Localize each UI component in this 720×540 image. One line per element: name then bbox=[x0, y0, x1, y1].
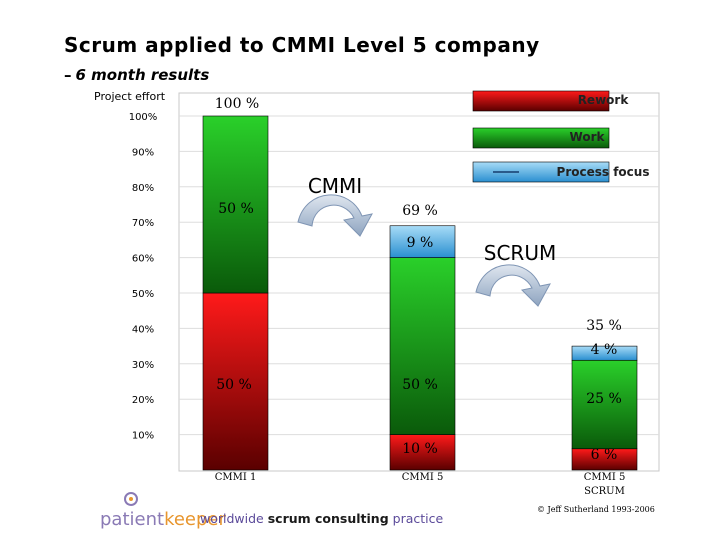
legend-rework-label: Rework bbox=[578, 93, 630, 107]
curved-arrow-icon bbox=[475, 264, 551, 307]
annotation-scrum: SCRUM bbox=[484, 241, 556, 265]
footer-text: worldwide scrum consulting practice bbox=[200, 511, 443, 526]
rework-label: 6 % bbox=[591, 447, 618, 463]
logo-part2: keeper bbox=[164, 509, 226, 530]
bar-segment-work bbox=[202, 115, 269, 294]
bar-segment-process-focus bbox=[571, 345, 638, 361]
work-label: 25 % bbox=[586, 391, 622, 407]
subtitle-text: 6 month results bbox=[75, 66, 210, 84]
y-tick-label: 50% bbox=[132, 289, 154, 300]
subtitle-dash: – bbox=[64, 66, 72, 84]
logo-part1: patient bbox=[100, 509, 165, 530]
y-tick-label: 60% bbox=[132, 254, 154, 265]
work-label: 50 % bbox=[218, 201, 254, 217]
y-tick-label: 40% bbox=[132, 324, 154, 335]
legend-process-focus-label: Process focus bbox=[557, 165, 650, 179]
x-tick-label: CMMI 5 bbox=[402, 472, 444, 483]
rework-label: 10 % bbox=[402, 441, 438, 457]
legend-work: Work bbox=[472, 127, 610, 149]
footer-prefix: worldwide bbox=[200, 511, 264, 526]
slide-subtitle: –6 month results bbox=[64, 66, 209, 84]
legend-rework-swatch bbox=[472, 90, 610, 112]
copyright: © Jeff Sutherland 1993-2006 bbox=[537, 505, 655, 514]
bar-segment-work bbox=[571, 359, 638, 450]
bar-segment-process-focus bbox=[389, 225, 456, 258]
rework-label: 50 % bbox=[216, 377, 252, 393]
patientkeeper-logo-text: patientkeeper bbox=[100, 509, 226, 530]
y-tick-label: 100% bbox=[129, 112, 158, 123]
y-tick-label: 80% bbox=[132, 183, 154, 194]
legend-work-label: Work bbox=[570, 130, 606, 144]
legend-process-focus: Process focus bbox=[472, 161, 650, 183]
y-tick-label: 70% bbox=[132, 218, 154, 229]
bar-segment-rework bbox=[202, 292, 269, 471]
total-label: 100 % bbox=[215, 96, 259, 112]
x-tick-label: CMMI 1 bbox=[215, 472, 257, 483]
annotation-cmmi: CMMI bbox=[308, 174, 362, 198]
legend-process-focus-swatch bbox=[472, 161, 610, 183]
bar-segment-work bbox=[389, 257, 456, 435]
y-tick-label: 10% bbox=[132, 431, 154, 442]
curved-arrow-icon bbox=[297, 194, 373, 237]
footer-bold: scrum consulting bbox=[267, 511, 389, 526]
plot-border bbox=[178, 92, 660, 472]
legend-rework: Rework bbox=[472, 90, 630, 112]
process-label: 9 % bbox=[407, 235, 434, 251]
x-tick-label-line2: SCRUM bbox=[584, 486, 625, 497]
y-tick-label: 20% bbox=[132, 395, 154, 406]
total-label: 69 % bbox=[402, 203, 438, 219]
work-label: 50 % bbox=[402, 377, 438, 393]
slide-title: Scrum applied to CMMI Level 5 company bbox=[64, 33, 540, 57]
y-tick-label: 30% bbox=[132, 360, 154, 371]
y-axis-label: Project effort bbox=[94, 90, 166, 103]
total-label: 35 % bbox=[586, 318, 622, 334]
y-tick-label: 90% bbox=[132, 147, 154, 158]
patientkeeper-logo-icon bbox=[124, 492, 138, 506]
x-tick-label: CMMI 5 bbox=[584, 472, 626, 483]
process-label: 4 % bbox=[591, 342, 618, 358]
footer-suffix: practice bbox=[392, 511, 444, 526]
legend-work-swatch bbox=[472, 127, 610, 149]
